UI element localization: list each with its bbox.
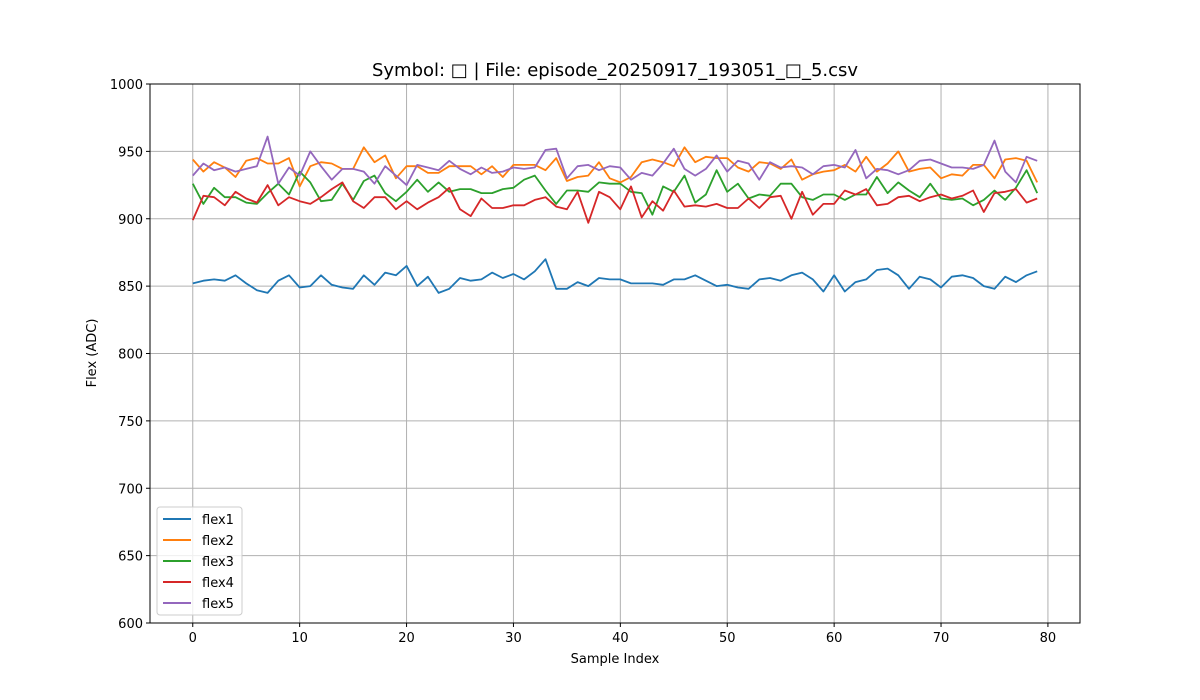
x-tick-label: 40 — [612, 631, 629, 646]
x-tick-label: 0 — [189, 631, 197, 646]
legend-label-flex1: flex1 — [202, 513, 234, 528]
y-axis-label: Flex (ADC) — [85, 319, 100, 388]
legend-label-flex3: flex3 — [202, 555, 234, 570]
y-tick-label: 800 — [118, 348, 143, 363]
x-tick-label: 50 — [719, 631, 736, 646]
legend-label-flex5: flex5 — [202, 597, 234, 612]
series-line-flex5 — [192, 135, 1038, 187]
legend: flex1 flex2 flex3 flex4 flex5 — [156, 506, 243, 616]
series-line-flex3 — [192, 169, 1039, 216]
y-tick-label: 600 — [118, 617, 143, 632]
legend-box — [156, 506, 243, 616]
y-tick-label: 700 — [118, 482, 143, 497]
y-tick-label: 750 — [118, 415, 143, 430]
x-tick-label: 10 — [291, 631, 308, 646]
series-line-flex2 — [192, 146, 1039, 188]
legend-label-flex2: flex2 — [202, 534, 234, 549]
y-tick-label: 850 — [118, 280, 143, 295]
y-tick-label: 950 — [118, 145, 143, 160]
y-tick-label: 1000 — [110, 78, 143, 93]
x-tick-label: 20 — [398, 631, 415, 646]
x-tick-label: 30 — [505, 631, 522, 646]
x-tick-label: 60 — [826, 631, 843, 646]
chart-title: Symbol: □ | File: episode_20250917_19305… — [372, 60, 858, 81]
x-tick-label: 70 — [933, 631, 950, 646]
legend-label-flex4: flex4 — [202, 576, 234, 591]
y-tick-label: 650 — [118, 550, 143, 565]
y-tick-label: 900 — [118, 213, 143, 228]
series-lines — [191, 135, 1039, 294]
series-line-flex4 — [191, 181, 1038, 224]
x-tick-label: 80 — [1040, 631, 1057, 646]
x-axis-label: Sample Index — [571, 652, 660, 667]
ticks: 0 10 20 30 40 50 60 70 80 600 650 700 750 800 850 900 95… — [110, 78, 1056, 646]
series-line-flex1 — [192, 258, 1038, 294]
